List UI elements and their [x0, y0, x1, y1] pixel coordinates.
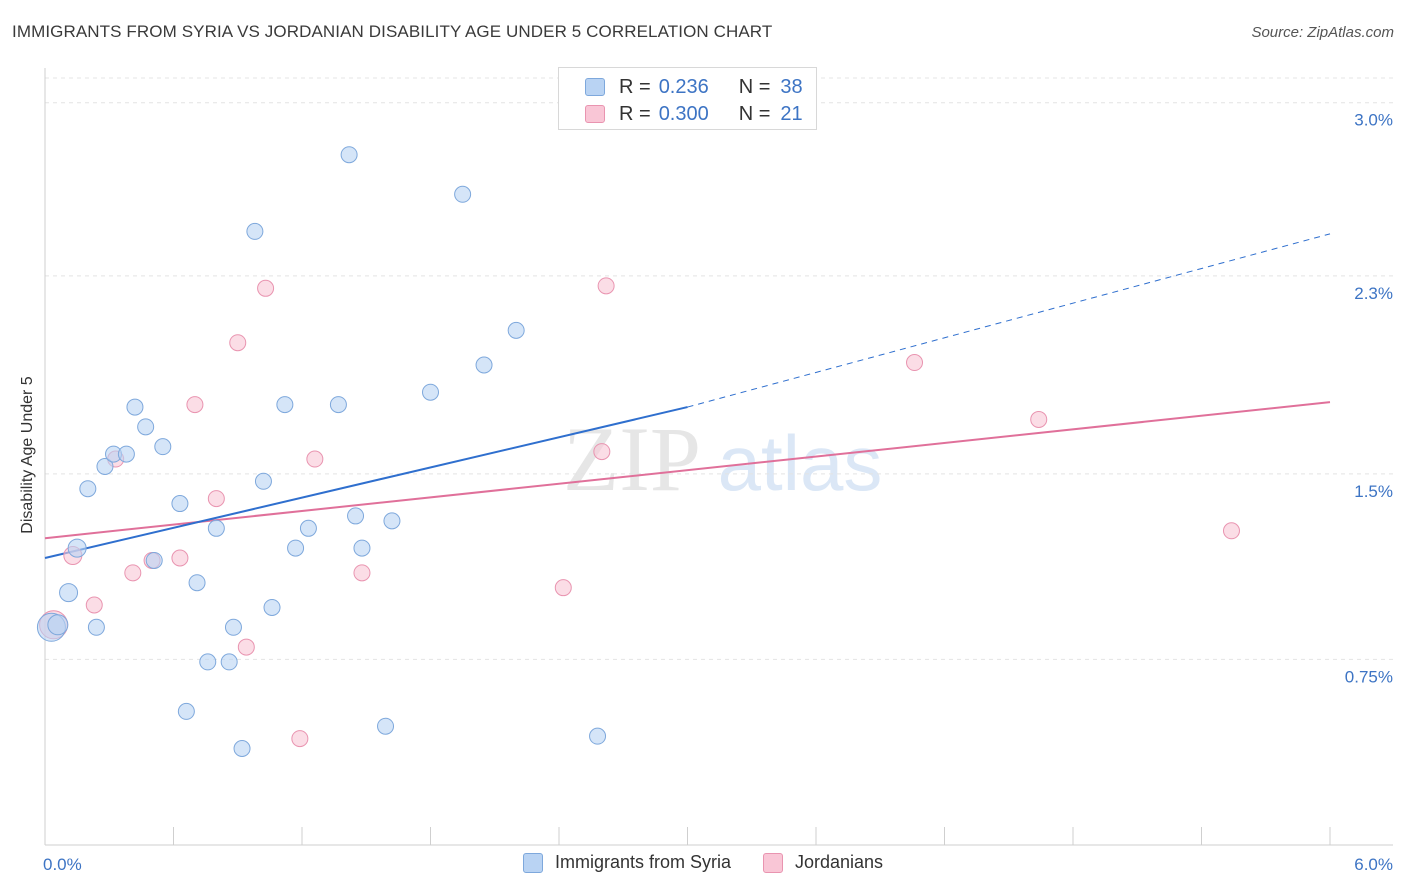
legend-swatch-syria [585, 78, 605, 96]
point-syria [589, 727, 607, 745]
x-tick-label: 0.0% [43, 855, 82, 874]
point-syria [475, 356, 493, 374]
point-syria [224, 618, 242, 636]
point-jordanians [207, 490, 225, 508]
point-jordanians [186, 396, 204, 414]
legend-item-syria[interactable]: Immigrants from Syria [522, 852, 731, 873]
point-syria [188, 574, 206, 592]
point-jordanians [597, 277, 615, 295]
tick-labels: 0.75% 1.5% 2.3% 3.0% 0.0% 6.0% [43, 111, 1393, 874]
point-jordanians [124, 564, 142, 582]
r-label: R = [619, 75, 651, 98]
point-syria [145, 551, 163, 569]
watermark-atlas: atlas [718, 419, 883, 507]
point-syria [59, 583, 79, 603]
chart-title: IMMIGRANTS FROM SYRIA VS JORDANIAN DISAB… [12, 22, 773, 41]
point-syria [347, 507, 365, 525]
point-syria [199, 653, 217, 671]
trend-line-syria-extension [687, 233, 1331, 408]
r-value: 0.300 [658, 102, 709, 125]
source-note: Source: ZipAtlas.com [1251, 24, 1394, 41]
point-syria [126, 398, 144, 416]
point-jordanians [593, 443, 611, 461]
point-syria [117, 445, 135, 463]
y-tick-label: 0.75% [1345, 667, 1393, 686]
watermark-zip: ZIP [563, 408, 701, 510]
point-jordanians [306, 450, 324, 468]
r-value: 0.236 [658, 75, 709, 98]
point-syria [299, 519, 317, 537]
n-value: 21 [780, 102, 803, 125]
point-syria [422, 383, 439, 401]
point-jordanians [554, 579, 572, 597]
point-syria [454, 185, 472, 203]
r-label: R = [619, 102, 651, 125]
point-syria [254, 472, 272, 490]
legend-label-jordanians: Jordanians [794, 852, 884, 872]
axes [44, 68, 1393, 846]
point-syria [287, 539, 305, 557]
y-tick-label: 3.0% [1354, 111, 1393, 130]
point-syria [137, 418, 155, 436]
point-syria [507, 321, 525, 339]
point-syria [154, 438, 172, 456]
trend-line-jordanians [44, 401, 1331, 540]
point-syria [96, 457, 114, 475]
point-jordanians [1222, 522, 1240, 540]
point-syria [377, 717, 395, 735]
point-jordanians [291, 730, 309, 748]
series-legend: Immigrants from Syria Jordanians [0, 852, 1406, 873]
point-syria [87, 618, 105, 636]
point-syria [79, 480, 97, 498]
point-jordanians [229, 334, 247, 352]
trend-lines [44, 233, 1331, 559]
point-syria [177, 702, 195, 720]
point-syria [207, 519, 225, 537]
point-syria [246, 222, 264, 240]
stats-legend-row-syria: R = 0.236 N = 38 [585, 76, 803, 98]
legend-swatch-syria [522, 852, 543, 873]
legend-label-syria: Immigrants from Syria [554, 852, 731, 872]
point-syria [220, 653, 238, 671]
point-jordanians [906, 354, 924, 372]
point-jordanians [257, 279, 275, 297]
point-jordanians [85, 596, 103, 614]
point-syria [329, 396, 347, 414]
point-syria [67, 538, 87, 558]
legend-swatch-jordanians [762, 852, 783, 873]
point-syria [276, 396, 294, 414]
gridlines [45, 77, 1393, 660]
point-syria [263, 598, 281, 616]
n-value: 38 [780, 75, 803, 98]
y-tick-label: 2.3% [1354, 284, 1393, 303]
point-syria [171, 495, 189, 513]
point-jordanians [237, 638, 255, 656]
n-label: N = [738, 102, 771, 125]
watermark: ZIP atlas [563, 408, 882, 510]
n-label: N = [738, 75, 771, 98]
data-points [36, 146, 1240, 758]
point-syria [383, 512, 401, 530]
stats-legend-row-jordanians: R = 0.300 N = 21 [585, 103, 803, 125]
point-syria [340, 146, 358, 164]
y-tick-label: 1.5% [1354, 482, 1393, 501]
trend-line-syria [44, 406, 688, 559]
legend-swatch-jordanians [585, 105, 605, 123]
x-tick-label: 6.0% [1354, 855, 1393, 874]
point-jordanians [353, 564, 371, 582]
legend-item-jordanians[interactable]: Jordanians [762, 852, 884, 873]
point-syria [47, 614, 69, 636]
point-jordanians [1030, 410, 1048, 428]
point-jordanians [171, 549, 189, 567]
stats-legend: R = 0.236 N = 38 R = 0.300 N = 21 [558, 67, 817, 130]
point-syria [233, 740, 251, 758]
point-syria [353, 539, 371, 557]
